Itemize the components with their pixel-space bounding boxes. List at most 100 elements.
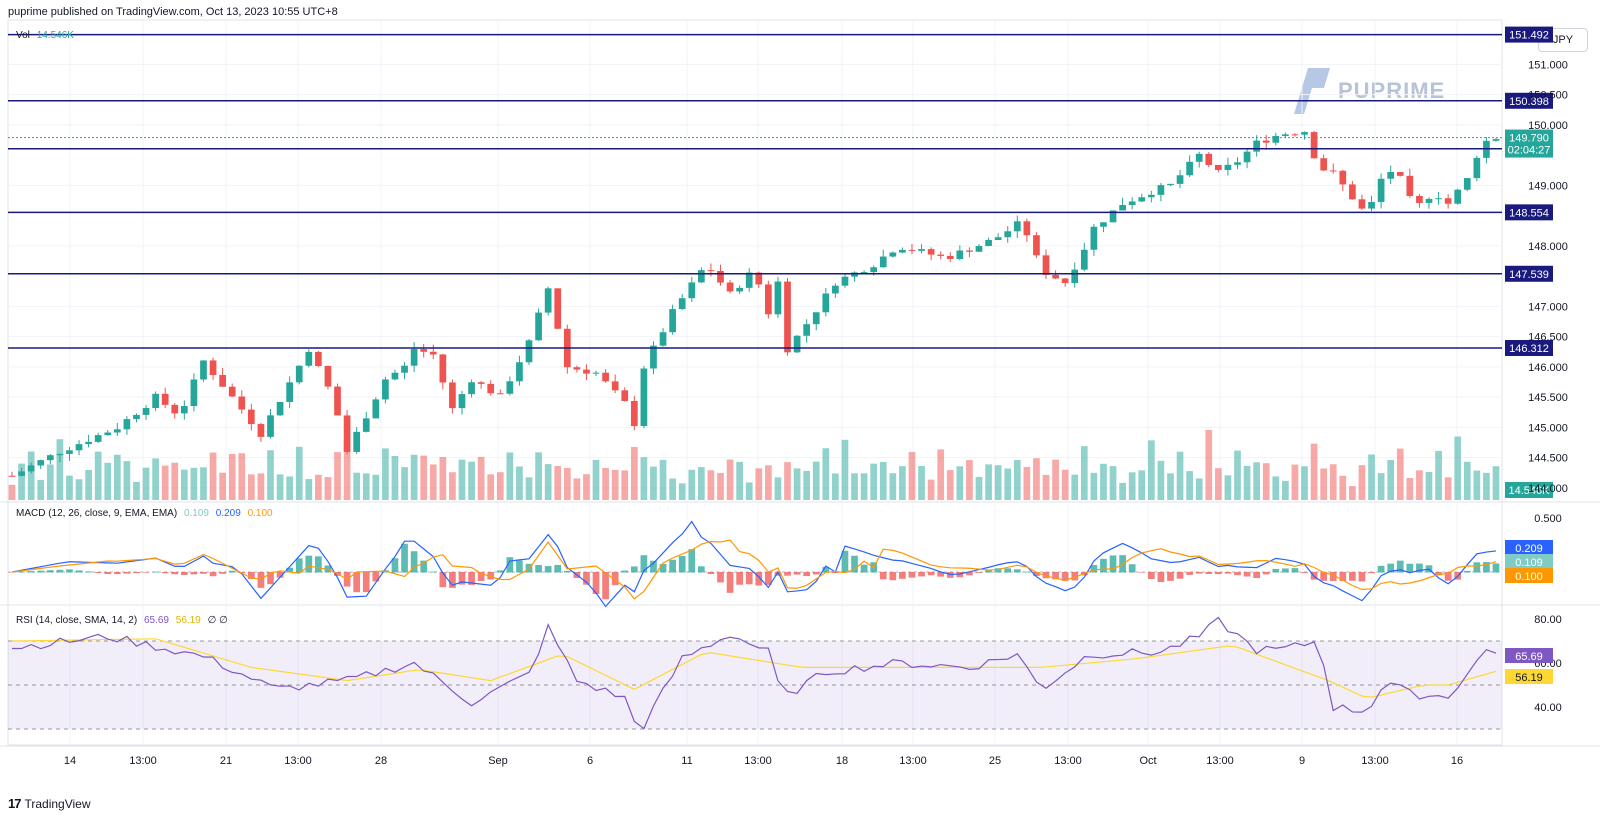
candle-body (592, 372, 600, 374)
candle (1377, 173, 1385, 209)
volume-bar (793, 468, 801, 500)
macd-histogram-bar (1023, 571, 1031, 573)
volume-bar (870, 463, 878, 500)
candle-body (860, 272, 868, 274)
candle-body (994, 237, 1002, 241)
macd-histogram-bar (812, 572, 820, 575)
time-tick-label: 13:00 (1054, 755, 1082, 767)
rsi-value-bg (1505, 648, 1553, 663)
volume-bar (1406, 477, 1414, 500)
candle (1186, 155, 1193, 177)
macd-histogram-bar (1100, 558, 1107, 573)
macd-histogram-bar (765, 572, 772, 585)
level-label: 150.398 (1509, 96, 1549, 108)
volume-bar (630, 446, 638, 500)
volume-bar (410, 454, 418, 500)
volume-bar (1100, 463, 1107, 500)
candle-body (985, 240, 992, 247)
candle-body (496, 393, 504, 395)
volume-bar (228, 453, 236, 500)
volume-label: Vol 14.546K (16, 30, 78, 41)
macd-histogram-bar (918, 572, 925, 577)
candle (123, 416, 131, 435)
candle-body (918, 249, 925, 251)
volume-bar (554, 466, 562, 500)
volume-bar (506, 452, 514, 500)
candle (1339, 169, 1347, 192)
macd-histogram-bar (544, 566, 552, 573)
price-tick-label: 150.000 (1528, 120, 1568, 132)
candle-body (334, 386, 341, 416)
volume-bar (975, 476, 983, 500)
candle-body (812, 312, 820, 325)
candle-body (516, 362, 523, 382)
time-tick-label: 11 (681, 755, 692, 767)
volume-bar (429, 464, 437, 500)
candle (1253, 135, 1260, 157)
macd-histogram-bar (1282, 568, 1289, 573)
volume-bar (391, 455, 399, 500)
macd-histogram-bar (1214, 572, 1222, 575)
time-tick-label: 21 (220, 755, 232, 767)
volume-bar (573, 478, 581, 500)
volume-bar (774, 477, 782, 500)
candle-body (1320, 158, 1328, 171)
candle (563, 324, 571, 374)
volume-bar (755, 468, 763, 500)
level-label-bg (1505, 92, 1553, 109)
candle (267, 409, 274, 439)
candle-body (85, 441, 92, 445)
macd-histogram-bar (879, 572, 887, 580)
candle (812, 312, 820, 331)
price-tick-label: 150.500 (1528, 90, 1568, 102)
macd-histogram-bar (1224, 572, 1232, 574)
candle (1042, 249, 1050, 280)
candle-body (678, 298, 686, 310)
macd-histogram-bar (1013, 569, 1021, 573)
candle-body (841, 276, 849, 286)
volume-bar (94, 451, 102, 500)
candle-body (46, 455, 54, 461)
volume-bar (688, 469, 696, 500)
volume-bar (1320, 468, 1328, 500)
price-chart[interactable]: 151.492150.398149.606148.554147.539146.3… (0, 0, 1600, 790)
volume-bar (1119, 482, 1126, 500)
macd-histogram-bar (123, 572, 131, 574)
candle-body (611, 381, 619, 391)
macd-histogram-bar (1033, 572, 1040, 576)
candle (745, 268, 753, 292)
candle (372, 397, 380, 419)
macd-histogram-bar (286, 567, 294, 573)
volume-bar (75, 479, 83, 500)
candle (544, 286, 552, 316)
candle-body (1176, 175, 1184, 184)
candle (1224, 157, 1232, 176)
candle-body (104, 432, 112, 436)
candle (1463, 178, 1471, 192)
macd-value: 0.209 (215, 508, 241, 519)
candle (966, 247, 973, 258)
candle-body (726, 282, 734, 292)
candle (659, 327, 667, 347)
candle-body (1138, 197, 1146, 202)
macd-histogram-bar (563, 570, 571, 573)
macd-histogram-bar (161, 572, 169, 574)
macd-histogram-bar (793, 572, 801, 575)
volume-bar (659, 459, 667, 500)
time-tick-label: 13:00 (284, 755, 312, 767)
volume-bar (1004, 468, 1012, 500)
candle-body (832, 285, 839, 294)
price-tick-label: 146.000 (1528, 362, 1568, 374)
volume-bar (1128, 472, 1136, 500)
candle (1483, 137, 1490, 164)
volume-bars (8, 430, 1500, 500)
volume-bar (1435, 450, 1442, 500)
puprime-logo: PUPRIME (1294, 68, 1445, 114)
macd-histogram-bar (1176, 572, 1184, 579)
macd-histogram-bar (592, 572, 600, 595)
candle-body (1080, 249, 1088, 270)
candle (190, 373, 198, 412)
candle-body (1473, 157, 1481, 179)
macd-histogram-bar (1396, 560, 1404, 573)
volume-bar (1387, 459, 1395, 500)
